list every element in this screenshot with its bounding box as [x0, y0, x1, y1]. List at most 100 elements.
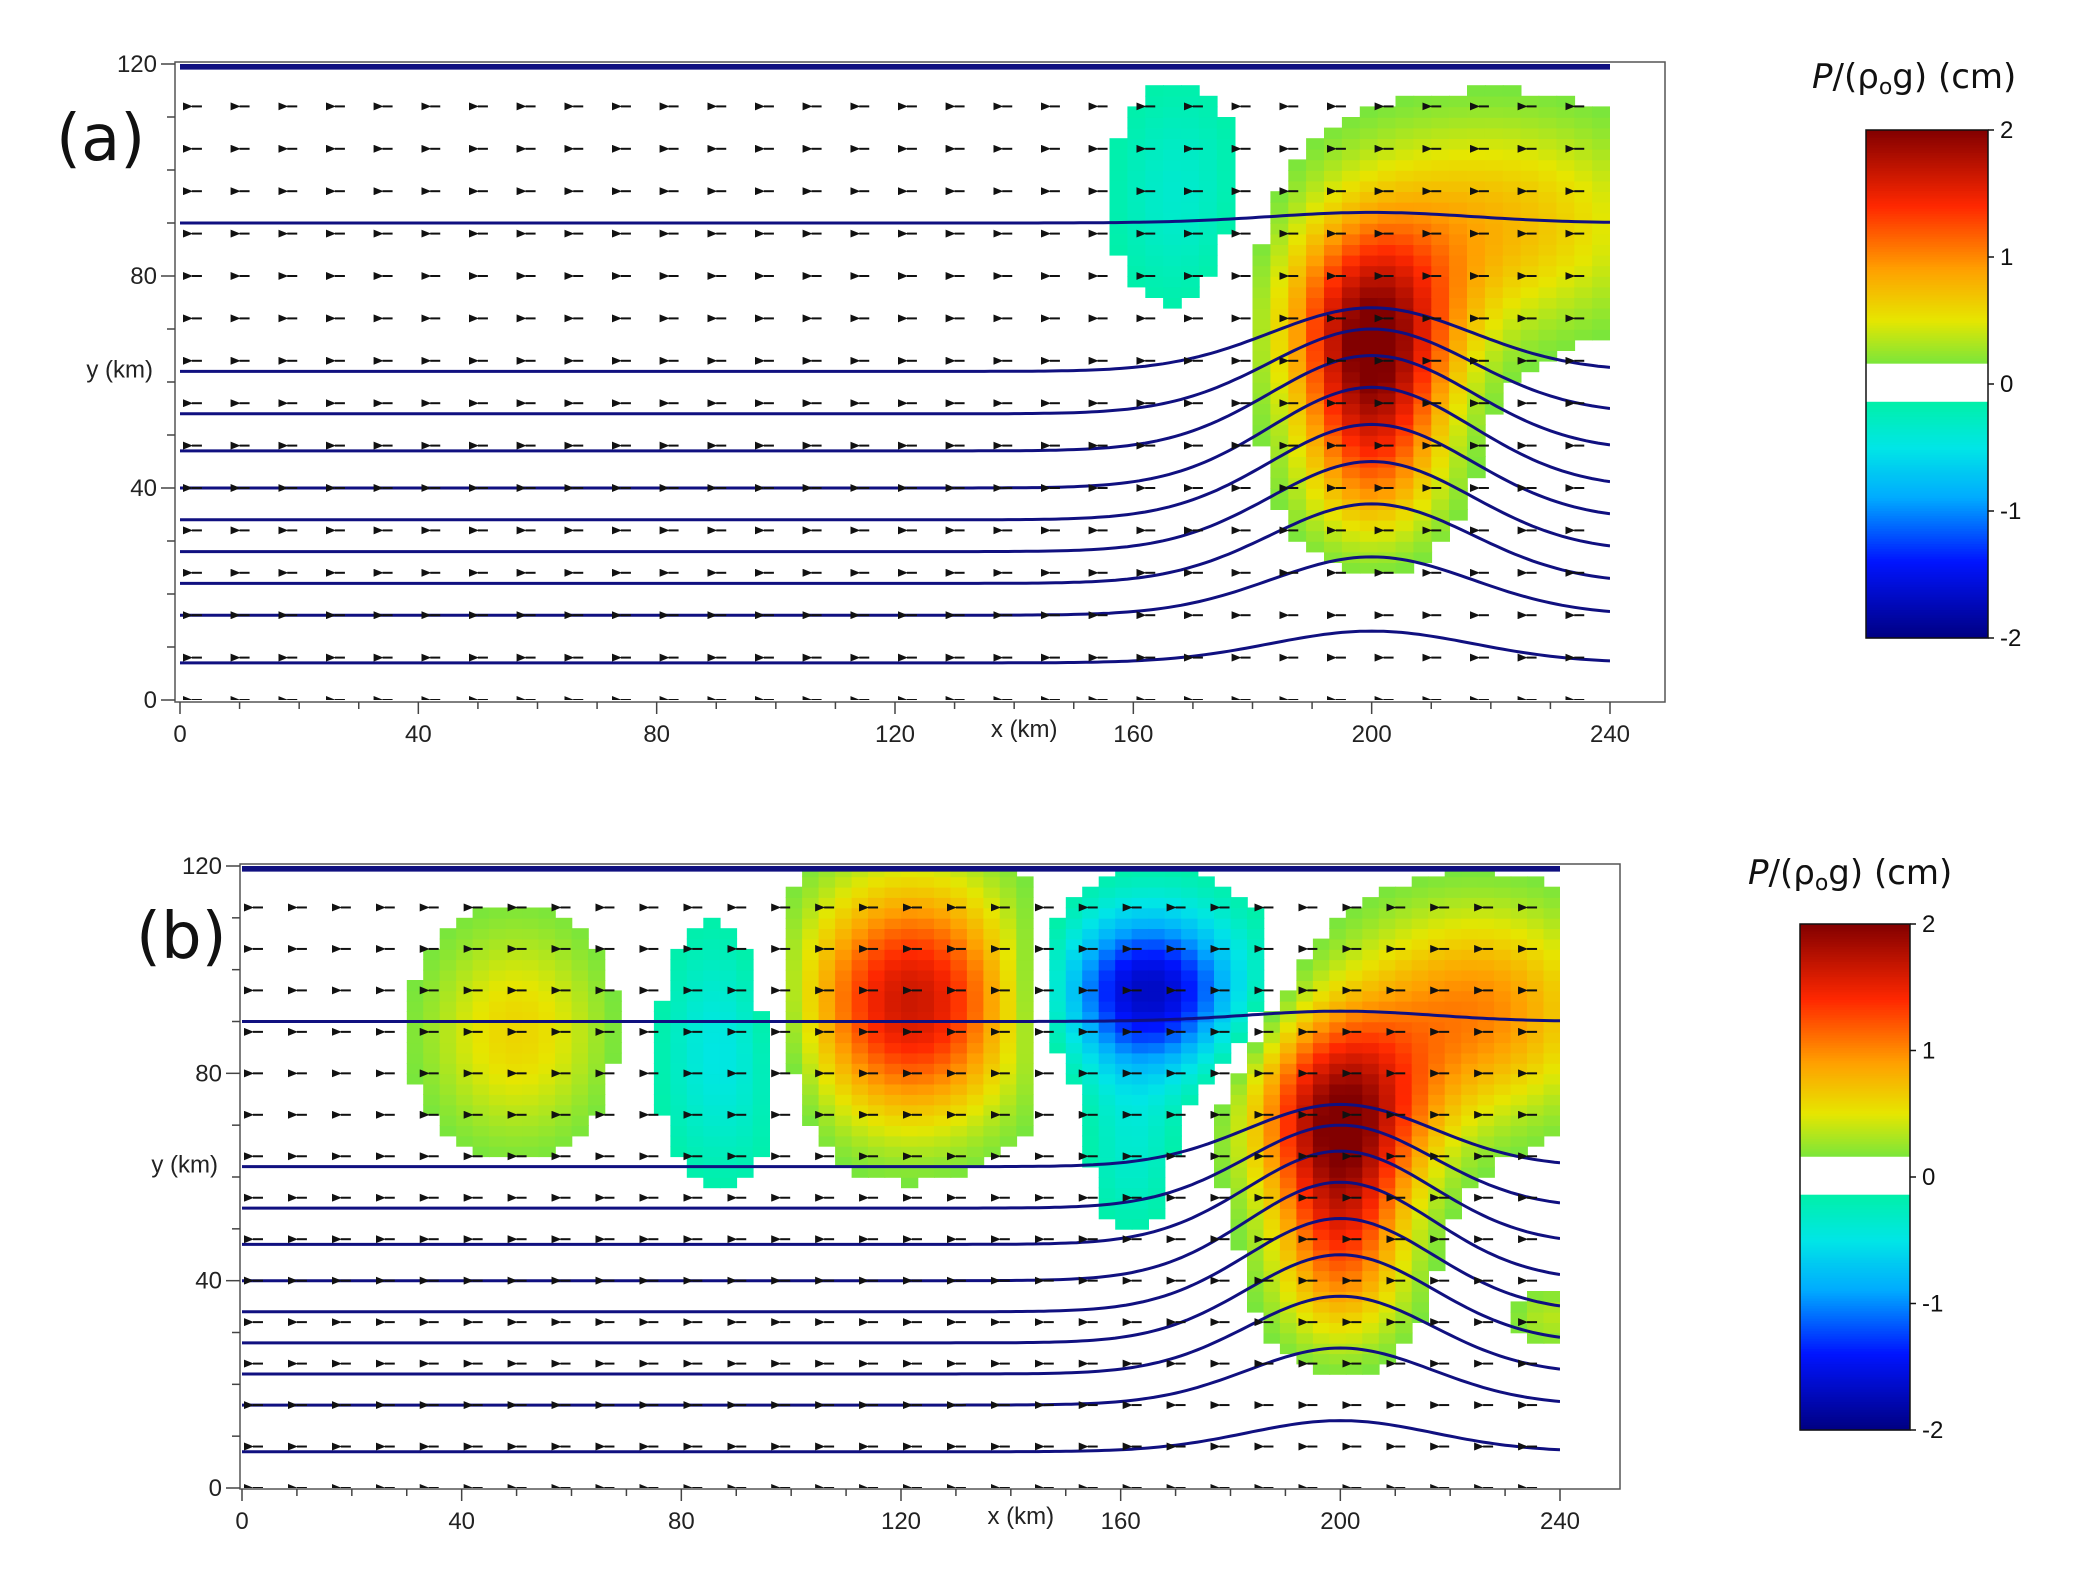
field-cell [1341, 148, 1361, 161]
field-cell [1428, 990, 1446, 1002]
colorbar-segment [1800, 1121, 1910, 1125]
field-cell [1592, 212, 1610, 224]
field-cell [1395, 541, 1415, 553]
colorbar-segment [1800, 1250, 1910, 1254]
colorbar-segment [1866, 455, 1988, 459]
field-cell [1341, 265, 1361, 277]
field-cell [1016, 917, 1034, 929]
field-cell [1484, 106, 1504, 118]
field-cell [1164, 1063, 1182, 1075]
colorbar-segment [1866, 564, 1988, 568]
field-cell [1378, 1135, 1397, 1147]
field-cell [653, 1021, 672, 1033]
field-cell [1378, 1332, 1397, 1344]
colorbar-segment [1800, 1004, 1910, 1009]
field-cell [571, 948, 589, 961]
field-cell [555, 1031, 573, 1044]
field-cell [1538, 329, 1558, 341]
field-cell [505, 1104, 523, 1116]
field-cell [1510, 969, 1528, 981]
colorbar-segment [1866, 168, 1988, 172]
field-cell [1395, 1177, 1413, 1189]
field-cell [785, 1011, 803, 1023]
field-cell [719, 990, 738, 1002]
field-cell [1484, 223, 1504, 235]
field-cell [1395, 1063, 1413, 1075]
field-cell [1115, 1083, 1133, 1095]
field-cell [1556, 276, 1576, 288]
field-cell [1345, 1239, 1364, 1251]
field-cell [1362, 1208, 1380, 1220]
field-cell [1467, 117, 1486, 129]
field-cell [439, 1073, 457, 1085]
field-cell [1115, 1187, 1133, 1199]
colorbar-segment [1800, 1422, 1910, 1426]
field-cell [736, 959, 754, 971]
colorbar-segment [1866, 632, 1988, 637]
field-cell [1115, 1042, 1133, 1054]
colorbar-segment [1800, 1366, 1910, 1370]
colorbar-segment [1800, 1045, 1910, 1049]
field-cell [719, 1156, 738, 1168]
field-cell [719, 1145, 738, 1158]
colorbar-segment [1800, 1149, 1910, 1153]
field-cell [917, 959, 935, 971]
colorbar-tick-label: 2 [2000, 117, 2013, 144]
field-cell [571, 990, 589, 1002]
field-cell [686, 969, 705, 981]
field-cell [983, 1073, 1001, 1085]
field-cell [1345, 959, 1364, 971]
field-cell [1444, 938, 1462, 950]
field-cell [1510, 1311, 1528, 1323]
colorbar-segment [1800, 1101, 1910, 1105]
field-cell [456, 917, 474, 929]
field-cell [1395, 350, 1415, 362]
field-cell [901, 1145, 919, 1158]
field-cell [1574, 191, 1593, 203]
field-cell [1345, 1187, 1364, 1199]
field-cell [1279, 1332, 1298, 1344]
field-cell [1270, 286, 1290, 298]
colorbar-segment [1800, 1035, 1910, 1039]
field-cell [686, 990, 705, 1002]
colorbar-segment [1800, 1103, 1910, 1107]
field-cell [752, 1031, 770, 1044]
field-cell [505, 1021, 523, 1033]
field-cell [1378, 980, 1397, 992]
field-cell [670, 1031, 688, 1044]
field-cell [785, 969, 803, 981]
field-cell [1306, 254, 1325, 267]
field-cell [901, 886, 919, 898]
field-cell [456, 1125, 474, 1137]
field-cell [571, 1021, 589, 1033]
field-cell [555, 1094, 573, 1106]
field-cell [1252, 254, 1272, 267]
field-cell [917, 917, 935, 929]
colorbar-segment [1800, 984, 1910, 988]
field-cell [686, 1166, 705, 1178]
colorbar-segment [1866, 272, 1988, 276]
field-cell [1131, 938, 1149, 950]
colorbar-segment [1800, 1174, 1910, 1178]
field-cell [1431, 180, 1450, 192]
field-cell [1362, 1094, 1380, 1106]
field-cell [1163, 233, 1182, 245]
field-cell [1198, 95, 1218, 108]
field-cell [1252, 424, 1272, 436]
field-cell [1411, 1156, 1429, 1168]
field-cell [1288, 233, 1307, 245]
colorbar-segment [1866, 297, 1988, 301]
field-cell [1520, 223, 1540, 235]
field-cell [1556, 307, 1576, 320]
field-cell [1016, 938, 1034, 950]
field-cell [1467, 95, 1486, 108]
field-cell [1484, 127, 1504, 139]
field-cell [1502, 265, 1522, 277]
field-cell [1263, 1052, 1281, 1064]
field-cell [1115, 1114, 1133, 1126]
colorbar-segment [1800, 1397, 1910, 1401]
field-cell [818, 1094, 836, 1106]
field-cell [1082, 907, 1100, 919]
colorbar-segment [1800, 1247, 1910, 1251]
field-cell [1502, 117, 1522, 129]
